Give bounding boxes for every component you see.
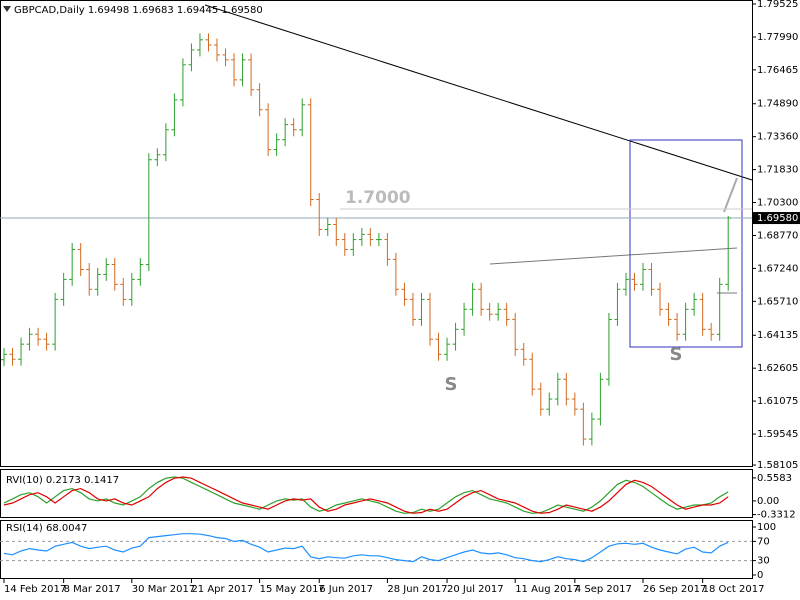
rvi-title: RVI(10) 0.2173 0.1417 (6, 475, 119, 486)
chart-title: GBPCAD,Daily 1.69498 1.69683 1.69445 1.6… (14, 5, 263, 16)
y-tick-label: 0 (757, 570, 763, 581)
drawings (204, 4, 753, 348)
projection-line[interactable] (723, 177, 738, 213)
y-tick-label: 1.65710 (757, 296, 798, 307)
y-tick-label: 1.79525 (757, 0, 798, 10)
x-tick-label: 21 Apr 2017 (191, 584, 253, 595)
rsi-panel (0, 520, 753, 579)
y-tick-label: 1.77990 (757, 32, 798, 43)
y-tick-label: 1.70300 (757, 198, 798, 209)
x-tick-label: 8 Mar 2017 (64, 584, 121, 595)
x-tick-label: 15 May 2017 (260, 584, 325, 595)
y-tick-label: 30 (757, 556, 770, 567)
rvi-panel (0, 469, 753, 518)
neckline[interactable] (489, 247, 738, 265)
y-tick-label: 1.62605 (757, 363, 798, 374)
y-tick-label: 100 (757, 522, 776, 533)
y-tick-label: 1.76465 (757, 65, 798, 76)
rsi-title: RSI(14) 68.0047 (6, 523, 87, 534)
x-tick-label: 11 Aug 2017 (515, 584, 579, 595)
x-tick-label: 26 Sep 2017 (643, 584, 706, 595)
pattern-label: S (670, 344, 683, 365)
y-tick-label: 1.68770 (757, 230, 798, 241)
y-tick-label: -0.3312 (757, 510, 796, 521)
indicator-line (3, 533, 729, 563)
y-tick-label: 0.5583 (757, 473, 792, 484)
x-tick-label: 4 Sep 2017 (575, 584, 632, 595)
x-tick-label: 14 Feb 2017 (4, 584, 66, 595)
y-tick-label: 1.58105 (757, 460, 798, 471)
indicator-line (3, 476, 729, 514)
pattern-label: S (445, 374, 458, 395)
x-tick-label: 30 Mar 2017 (132, 584, 195, 595)
y-tick-label: 1.71830 (757, 165, 798, 176)
y-tick-label: 0.00 (757, 496, 779, 507)
x-tick-label: 20 Jul 2017 (447, 584, 504, 595)
y-tick-label: 1.64135 (757, 330, 798, 341)
y-tick-label: 1.61075 (757, 396, 798, 407)
symbol-icon[interactable] (3, 6, 11, 12)
x-tick-label: 18 Oct 2017 (703, 584, 765, 595)
y-tick-label: 1.73360 (757, 132, 798, 143)
last-price-label: 1.69580 (757, 213, 798, 224)
main-panel (0, 0, 753, 467)
y-tick-label: 70 (757, 536, 770, 547)
x-tick-label: 6 Jun 2017 (319, 584, 373, 595)
y-tick-label: 1.74890 (757, 99, 798, 110)
level-label: 1.7000 (345, 188, 411, 208)
highlight-box[interactable] (629, 139, 743, 348)
y-tick-label: 1.59545 (757, 429, 798, 440)
x-tick-label: 28 Jun 2017 (387, 584, 447, 595)
last-price-box (752, 212, 800, 225)
y-tick-label: 1.67240 (757, 263, 798, 274)
trendline[interactable] (204, 4, 753, 181)
